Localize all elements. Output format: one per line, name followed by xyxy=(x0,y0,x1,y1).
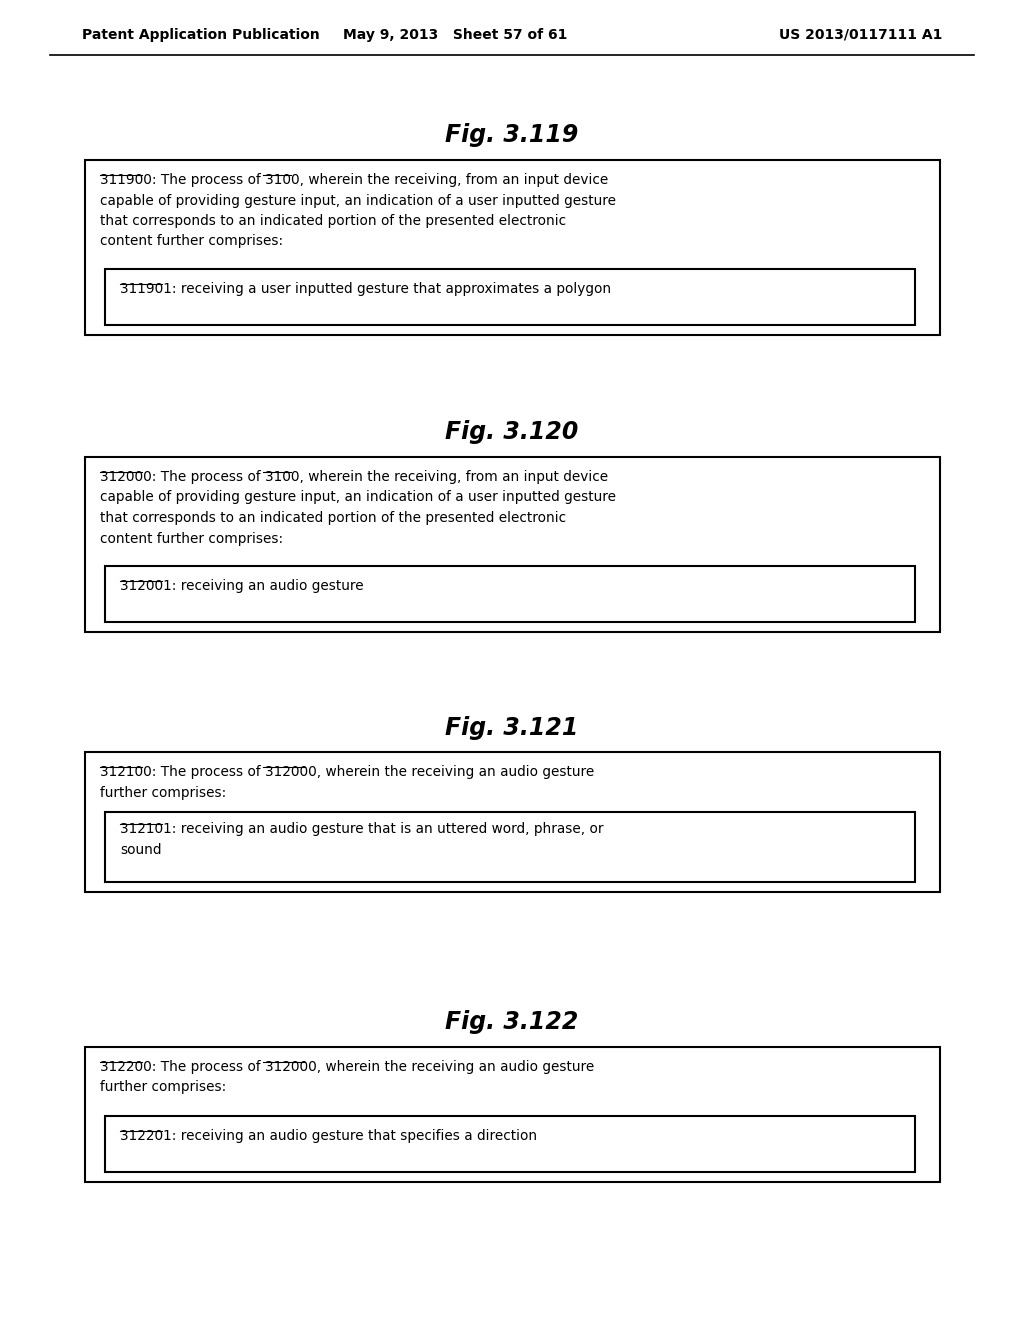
Text: Fig. 3.120: Fig. 3.120 xyxy=(445,420,579,444)
Bar xyxy=(85,1047,940,1181)
Bar xyxy=(85,457,940,632)
Text: 312200: The process of 312000, wherein the receiving an audio gesture: 312200: The process of 312000, wherein t… xyxy=(100,1060,594,1074)
Text: US 2013/0117111 A1: US 2013/0117111 A1 xyxy=(778,28,942,42)
Text: 312100: The process of 312000, wherein the receiving an audio gesture: 312100: The process of 312000, wherein t… xyxy=(100,766,594,779)
Text: May 9, 2013   Sheet 57 of 61: May 9, 2013 Sheet 57 of 61 xyxy=(343,28,567,42)
Bar xyxy=(85,752,940,892)
Text: 311900: The process of 3100, wherein the receiving, from an input device: 311900: The process of 3100, wherein the… xyxy=(100,173,608,187)
Bar xyxy=(105,566,915,622)
Text: Fig. 3.122: Fig. 3.122 xyxy=(445,1010,579,1034)
Text: 312000: The process of 3100, wherein the receiving, from an input device: 312000: The process of 3100, wherein the… xyxy=(100,470,608,484)
Text: 312101: receiving an audio gesture that is an uttered word, phrase, or: 312101: receiving an audio gesture that … xyxy=(120,822,603,836)
Text: 312001: receiving an audio gesture: 312001: receiving an audio gesture xyxy=(120,579,364,593)
Text: content further comprises:: content further comprises: xyxy=(100,235,283,248)
Text: Patent Application Publication: Patent Application Publication xyxy=(82,28,319,42)
Text: capable of providing gesture input, an indication of a user inputted gesture: capable of providing gesture input, an i… xyxy=(100,491,616,504)
Text: further comprises:: further comprises: xyxy=(100,785,226,800)
Bar xyxy=(105,1115,915,1172)
Bar xyxy=(105,812,915,882)
Text: 312201: receiving an audio gesture that specifies a direction: 312201: receiving an audio gesture that … xyxy=(120,1129,538,1143)
Text: that corresponds to an indicated portion of the presented electronic: that corresponds to an indicated portion… xyxy=(100,214,566,228)
Text: that corresponds to an indicated portion of the presented electronic: that corresponds to an indicated portion… xyxy=(100,511,566,525)
Text: content further comprises:: content further comprises: xyxy=(100,532,283,545)
Text: capable of providing gesture input, an indication of a user inputted gesture: capable of providing gesture input, an i… xyxy=(100,194,616,207)
Text: sound: sound xyxy=(120,842,162,857)
Text: Fig. 3.121: Fig. 3.121 xyxy=(445,715,579,741)
Text: further comprises:: further comprises: xyxy=(100,1081,226,1094)
Text: 311901: receiving a user inputted gesture that approximates a polygon: 311901: receiving a user inputted gestur… xyxy=(120,282,611,296)
Text: Fig. 3.119: Fig. 3.119 xyxy=(445,123,579,147)
Bar xyxy=(85,160,940,335)
Bar xyxy=(105,269,915,325)
